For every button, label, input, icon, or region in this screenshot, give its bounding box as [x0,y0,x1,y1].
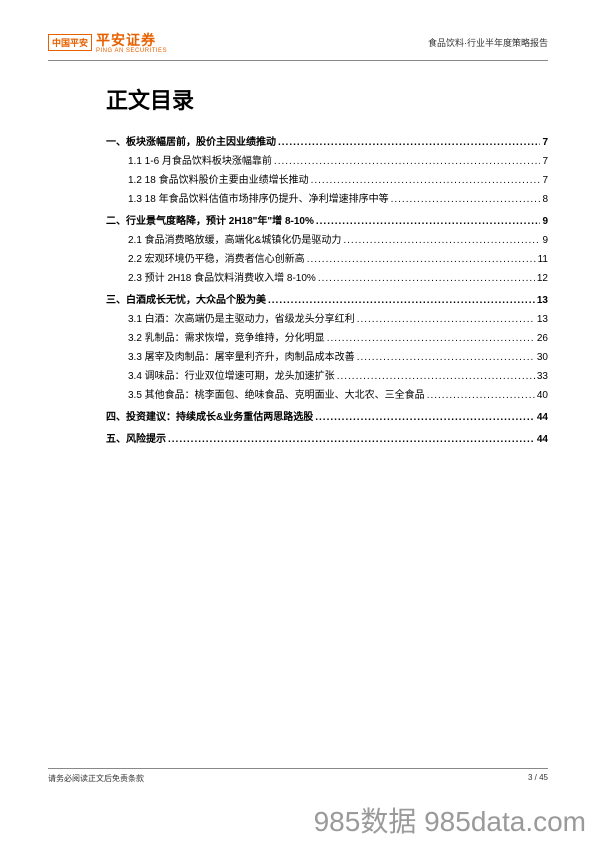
toc-page: 11 [538,250,548,269]
toc-entry: 1.2 18 食品饮料股价主要由业绩增长推动 7 [106,171,548,190]
toc-label: 四、投资建议：持续成长&业务重估两思路选股 [106,408,313,427]
footer-rule [48,768,548,769]
toc-label: 2.2 宏观环境仍平稳，消费者信心创新高 [128,250,305,269]
toc-entry: 四、投资建议：持续成长&业务重估两思路选股 44 [106,408,548,427]
toc-label: 3.3 屠宰及肉制品：屠宰量利齐升，肉制品成本改善 [128,348,355,367]
toc-entry: 2.2 宏观环境仍平稳，消费者信心创新高 11 [106,250,548,269]
toc-label: 一、板块涨幅居前，股价主因业绩推动 [106,133,276,152]
header: 中国平安 平安证券 PING AN SECURITIES 食品饮料·行业半年度策… [48,30,548,54]
toc-page: 30 [537,348,548,367]
toc-entry: 1.1 1-6 月食品饮料板块涨幅靠前 7 [106,152,548,171]
toc-page: 7 [542,133,548,152]
toc-entry: 2.3 预计 2H18 食品饮料消费收入增 8-10% 12 [106,269,548,288]
toc-leader [316,212,541,231]
toc-leader [337,367,535,386]
logo-text: 平安证券 PING AN SECURITIES [96,30,167,54]
toc-leader [268,291,535,310]
watermark: 985数据 985data.com [314,800,586,840]
toc-leader [327,329,535,348]
toc-entry: 1.3 18 年食品饮料估值市场排序仍提升、净利增速排序中等 8 [106,190,548,209]
toc-leader [311,171,541,190]
toc-label: 2.1 食品消费略放缓，高端化&城镇化仍是驱动力 [128,231,341,250]
toc-leader [274,152,541,171]
toc-entry: 五、风险提示 44 [106,430,548,449]
toc-leader [357,348,535,367]
logo-box: 中国平安 [48,34,92,51]
logo-cn: 平安证券 [96,32,156,48]
toc-label: 二、行业景气度略降，预计 2H18"年"增 8-10% [106,212,314,231]
toc-leader [278,133,540,152]
toc-label: 1.3 18 年食品饮料估值市场排序仍提升、净利增速排序中等 [128,190,389,209]
toc-page: 44 [537,430,548,449]
toc-label: 五、风险提示 [106,430,166,449]
toc-label: 3.5 其他食品：桃李面包、绝味食品、克明面业、大北农、三全食品 [128,386,425,405]
toc-page: 12 [537,269,548,288]
toc-label: 1.1 1-6 月食品饮料板块涨幅靠前 [128,152,272,171]
toc-page: 44 [537,408,548,427]
toc-label: 1.2 18 食品饮料股价主要由业绩增长推动 [128,171,309,190]
toc-page: 7 [542,171,548,190]
toc-leader [315,408,535,427]
toc-page: 9 [542,231,548,250]
toc-entry: 三、白酒成长无忧，大众品个股为美 13 [106,291,548,310]
toc-entry: 2.1 食品消费略放缓，高端化&城镇化仍是驱动力 9 [106,231,548,250]
toc-leader [168,430,535,449]
toc-leader [318,269,535,288]
toc-entry: 3.4 调味品：行业双位增速可期，龙头加速扩张 33 [106,367,548,386]
toc-page: 7 [542,152,548,171]
toc-page: 26 [537,329,548,348]
toc-label: 3.2 乳制品：需求恢增，竞争维持，分化明显 [128,329,325,348]
toc-leader [307,250,536,269]
toc-leader [357,310,535,329]
footer-disclaimer: 请务必阅读正文后免责条款 [48,773,144,784]
page-title: 正文目录 [106,83,548,115]
footer: 请务必阅读正文后免责条款 3 / 45 [48,768,548,784]
report-type: 食品饮料·行业半年度策略报告 [428,36,548,49]
toc-page: 40 [537,386,548,405]
toc-label: 3.1 白酒：次高端仍是主驱动力，省级龙头分享红利 [128,310,355,329]
toc-page: 9 [542,212,548,231]
toc-leader [343,231,540,250]
toc-label: 2.3 预计 2H18 食品饮料消费收入增 8-10% [128,269,316,288]
toc-leader [427,386,535,405]
toc-label: 三、白酒成长无忧，大众品个股为美 [106,291,266,310]
page-indicator: 3 / 45 [528,773,548,784]
toc-page: 33 [537,367,548,386]
toc-page: 8 [542,190,548,209]
toc-label: 3.4 调味品：行业双位增速可期，龙头加速扩张 [128,367,335,386]
toc-entry: 二、行业景气度略降，预计 2H18"年"增 8-10% 9 [106,212,548,231]
toc-entry: 3.1 白酒：次高端仍是主驱动力，省级龙头分享红利 13 [106,310,548,329]
toc-entry: 一、板块涨幅居前，股价主因业绩推动 7 [106,133,548,152]
logo-en: PING AN SECURITIES [96,48,167,54]
toc-leader [391,190,541,209]
toc-entry: 3.3 屠宰及肉制品：屠宰量利齐升，肉制品成本改善 30 [106,348,548,367]
toc-page: 13 [537,310,548,329]
toc-entry: 3.2 乳制品：需求恢增，竞争维持，分化明显 26 [106,329,548,348]
toc-page: 13 [537,291,548,310]
table-of-contents: 一、板块涨幅居前，股价主因业绩推动71.1 1-6 月食品饮料板块涨幅靠前71.… [106,133,548,449]
toc-entry: 3.5 其他食品：桃李面包、绝味食品、克明面业、大北农、三全食品 40 [106,386,548,405]
header-rule [48,60,548,61]
logo: 中国平安 平安证券 PING AN SECURITIES [48,30,167,54]
